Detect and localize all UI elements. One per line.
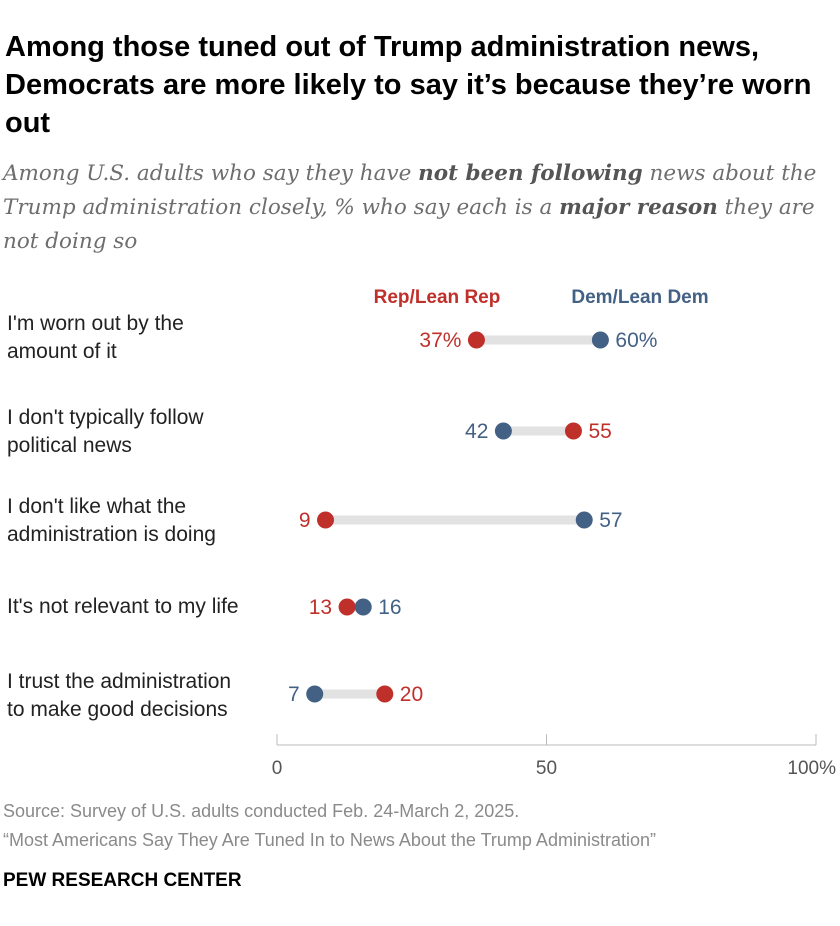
dem-dot xyxy=(494,422,512,440)
subtitle-bold-1: not been following xyxy=(418,161,643,186)
rep-dot xyxy=(376,685,394,703)
subtitle-text-3: they are not doing so xyxy=(3,195,815,254)
row-label-worn-out: I'm worn out by the amount of it xyxy=(7,312,184,363)
dem-dot xyxy=(591,331,609,349)
pew-logo-text: PEW RESEARCH CENTER xyxy=(3,870,242,891)
dem-value-label: 42 xyxy=(465,420,488,443)
row-label-trust: I trust the administration to make good … xyxy=(7,670,232,721)
rep-dot xyxy=(467,331,485,349)
chart-subtitle: Among U.S. adults who say they have not … xyxy=(3,157,837,259)
report-title-note: “Most Americans Say They Are Tuned In to… xyxy=(3,830,656,850)
dot-plot-chart: Rep/Lean Rep Dem/Lean Dem 37% 60% 55 42 9 57 1… xyxy=(272,287,836,779)
dem-value-label: 7 xyxy=(288,683,300,706)
rep-value-label: 55 xyxy=(588,420,611,443)
dem-dot xyxy=(306,685,324,703)
dem-dot xyxy=(354,598,372,616)
subtitle-text-1: Among U.S. adults who say they have xyxy=(3,161,419,186)
dem-value-label: 60% xyxy=(615,329,657,352)
legend-rep-label: Rep/Lean Rep xyxy=(374,287,501,308)
chart-title: Among those tuned out of Trump administr… xyxy=(5,31,812,139)
subtitle-bold-2: major reason xyxy=(559,195,718,220)
dem-value-label: 57 xyxy=(599,509,622,532)
rep-value-label: 37% xyxy=(419,329,461,352)
source-note: Source: Survey of U.S. adults conducted … xyxy=(3,801,520,821)
rep-dot xyxy=(338,598,356,616)
rep-dot xyxy=(564,422,582,440)
subtitle-text-2: news about the Trump administration clos… xyxy=(3,161,817,220)
x-tick-label: 0 xyxy=(272,758,283,779)
x-tick-label: 50 xyxy=(536,758,557,779)
rep-value-label: 9 xyxy=(299,509,311,532)
rep-value-label: 13 xyxy=(309,596,332,619)
x-tick-label: 100% xyxy=(787,758,836,779)
legend-dem-label: Dem/Lean Dem xyxy=(571,287,708,308)
rep-dot xyxy=(317,511,335,529)
dem-dot xyxy=(575,511,593,529)
row-label-dont-follow: I don't typically follow political news xyxy=(7,406,204,457)
row-label-dont-like: I don't like what the administration is … xyxy=(7,495,216,546)
dem-value-label: 16 xyxy=(378,596,401,619)
rep-value-label: 20 xyxy=(400,683,423,706)
row-label-not-relevant: It's not relevant to my life xyxy=(7,595,239,618)
